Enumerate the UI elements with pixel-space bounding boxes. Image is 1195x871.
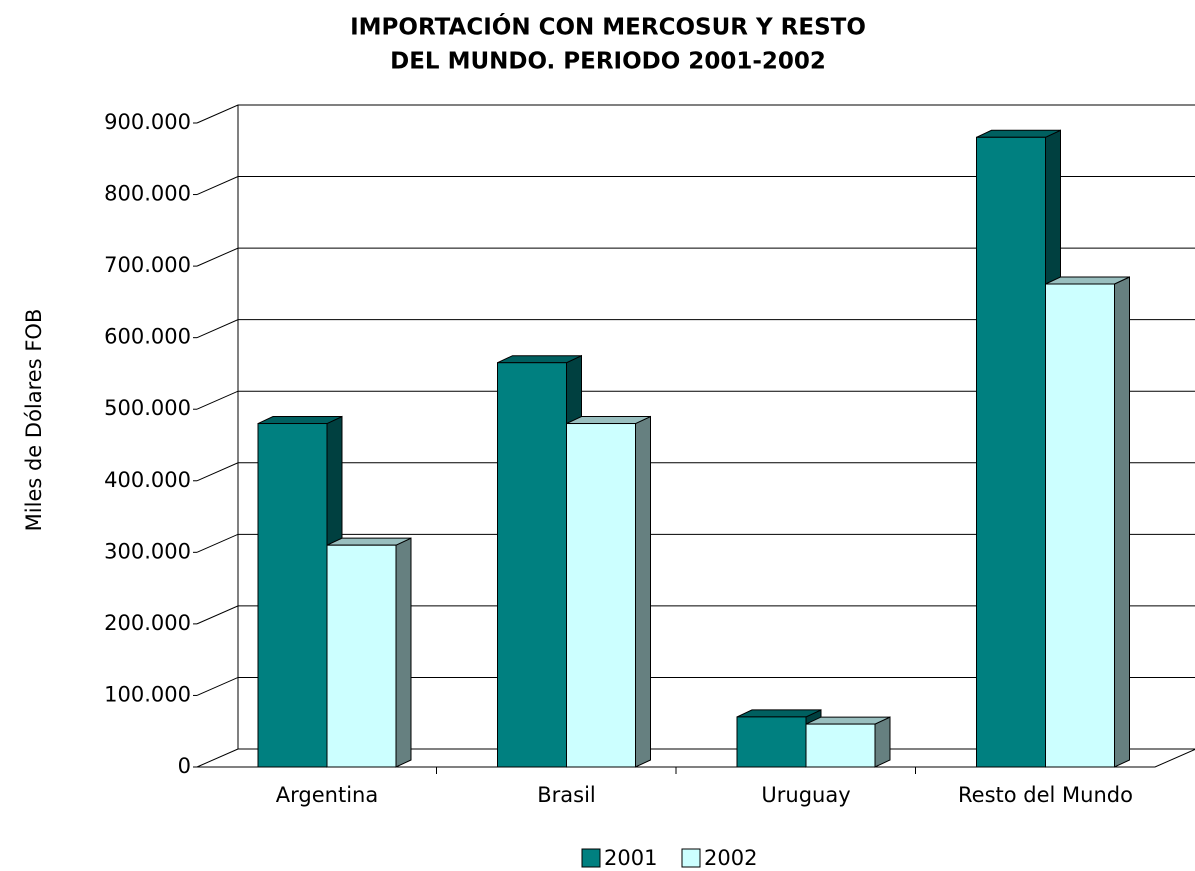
y-tick-label: 700.000	[104, 253, 191, 277]
chart-title: IMPORTACIÓN CON MERCOSUR Y RESTO	[350, 13, 866, 41]
bar-top	[497, 355, 582, 364]
bar-top	[1045, 276, 1130, 285]
bar-side	[1114, 276, 1130, 768]
y-tick-label: 900.000	[104, 110, 191, 134]
grid-line	[196, 247, 1195, 267]
grid-line	[196, 104, 1195, 124]
bar-top	[326, 537, 412, 546]
grid-line	[196, 390, 1195, 410]
grid-line	[196, 605, 1195, 625]
grid-line	[196, 676, 1195, 696]
bar-side	[395, 537, 412, 768]
y-tick-label: 200.000	[104, 611, 191, 635]
legend-label: 2001	[604, 846, 657, 870]
chart-title: DEL MUNDO. PERIODO 2001-2002	[390, 49, 826, 75]
bar	[736, 716, 807, 768]
grid-line	[196, 319, 1195, 339]
bar	[566, 423, 636, 768]
x-tick-label: Uruguay	[761, 783, 850, 807]
bar-top	[566, 416, 651, 425]
bar-top	[736, 709, 822, 718]
bar	[1045, 283, 1115, 768]
y-tick-label: 300.000	[104, 539, 191, 563]
bar	[326, 544, 397, 768]
x-tick-label: Resto del Mundo	[958, 783, 1133, 807]
y-tick-label: 600.000	[104, 325, 191, 349]
y-tick-label: 400.000	[104, 468, 191, 492]
grid-line	[196, 462, 1195, 482]
legend-swatch	[581, 848, 601, 868]
bar	[497, 362, 567, 768]
bar	[257, 423, 328, 768]
y-tick-label: 500.000	[104, 396, 191, 420]
x-tick-label: Brasil	[537, 783, 596, 807]
y-axis-title: Miles de Dólares FOB	[22, 309, 46, 532]
y-tick-label: 100.000	[104, 682, 191, 706]
grid-line	[196, 533, 1195, 553]
bar-top	[976, 129, 1061, 138]
y-tick-label: 0	[178, 754, 191, 778]
grid-line	[196, 176, 1195, 196]
x-tick-label: Argentina	[276, 783, 378, 807]
bar-side	[874, 716, 891, 768]
bar-side	[635, 415, 651, 768]
bar-top	[805, 716, 891, 725]
legend-label: 2002	[704, 846, 757, 870]
y-tick-label: 800.000	[104, 182, 191, 206]
bar-top	[257, 416, 343, 425]
bar	[976, 136, 1046, 768]
legend-swatch	[681, 848, 701, 868]
bar	[805, 723, 876, 768]
